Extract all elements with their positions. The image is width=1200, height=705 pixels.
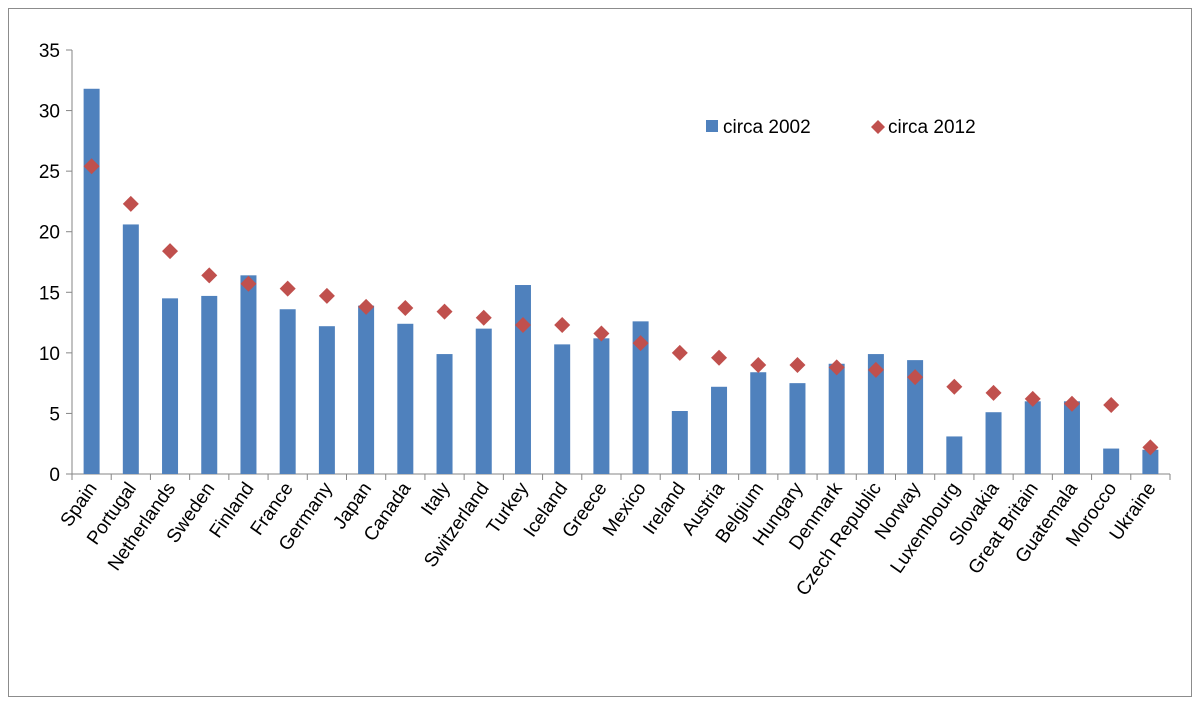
bar — [828, 363, 845, 474]
bar — [279, 309, 296, 474]
x-axis: SpainPortugalNetherlandsSwedenFinlandFra… — [57, 473, 1171, 600]
marker-point — [671, 344, 688, 361]
legend-label: circa 2002 — [723, 117, 811, 138]
marker-point — [397, 300, 414, 317]
bar — [122, 224, 139, 474]
marker-point — [279, 280, 296, 297]
legend: circa 2002 circa 2012 — [706, 117, 976, 138]
bar — [671, 411, 688, 474]
marker-point — [1063, 395, 1080, 412]
bar — [1063, 401, 1080, 474]
bar — [436, 354, 453, 474]
bar — [318, 326, 335, 474]
legend-swatch-bar — [706, 120, 718, 132]
bar — [907, 360, 924, 474]
y-axis: 0 5 10 15 20 25 30 35 — [39, 41, 73, 486]
legend-swatch-marker — [871, 120, 885, 134]
marker-point — [554, 316, 571, 333]
bar — [201, 295, 218, 474]
marker-point — [1103, 396, 1120, 413]
bar — [593, 338, 610, 474]
bar — [1103, 448, 1120, 474]
bar — [1024, 401, 1041, 474]
marker-point — [162, 243, 179, 260]
bar — [475, 328, 492, 474]
bar — [867, 354, 884, 474]
y-tick-label: 30 — [39, 102, 60, 123]
y-tick-label: 25 — [39, 162, 60, 183]
marker-point — [828, 359, 845, 376]
bar — [83, 88, 100, 474]
bar — [162, 298, 179, 474]
marker-point — [1142, 439, 1159, 456]
marker-point — [867, 361, 884, 378]
y-tick-label: 10 — [39, 344, 60, 365]
marker-point — [907, 369, 924, 386]
marker-point — [318, 287, 335, 304]
bar — [1142, 449, 1159, 474]
x-tick-label: Italy — [417, 478, 454, 519]
marker-point — [985, 384, 1002, 401]
marker-point — [436, 303, 453, 320]
y-tick-label: 0 — [49, 465, 60, 486]
bar — [554, 344, 571, 474]
marker-point — [201, 267, 218, 284]
marker-point — [632, 335, 649, 352]
bar — [397, 323, 414, 474]
marker-point — [358, 298, 375, 315]
bar — [632, 321, 649, 474]
y-tick-label: 5 — [49, 404, 60, 425]
bar — [358, 305, 375, 474]
marker-point — [514, 316, 531, 333]
bar — [750, 372, 767, 474]
bar — [789, 383, 806, 474]
marker-point — [240, 275, 257, 292]
marker-point — [593, 325, 610, 342]
marker-point — [83, 158, 100, 175]
marker-point — [789, 356, 806, 373]
marker-point — [475, 309, 492, 326]
marker-point — [122, 195, 139, 212]
y-tick-label: 15 — [39, 283, 60, 304]
bar — [985, 412, 1002, 474]
bar — [711, 386, 728, 474]
y-tick-label: 20 — [39, 223, 60, 244]
marker-point — [750, 356, 767, 373]
legend-label: circa 2012 — [888, 117, 976, 138]
marker-series — [83, 158, 1159, 456]
bar — [946, 436, 963, 474]
y-tick-label: 35 — [39, 41, 60, 62]
bar-series — [83, 88, 1159, 474]
marker-point — [1024, 390, 1041, 407]
marker-point — [946, 378, 963, 395]
chart-frame — [8, 8, 1192, 697]
marker-point — [711, 349, 728, 366]
bar — [240, 275, 257, 474]
bar — [514, 285, 531, 474]
